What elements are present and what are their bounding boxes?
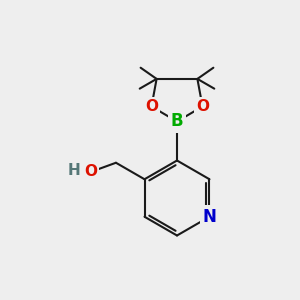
Text: N: N: [202, 208, 216, 226]
Text: O: O: [196, 99, 209, 114]
Text: O: O: [84, 164, 97, 179]
Text: H: H: [68, 163, 80, 178]
Text: B: B: [171, 112, 183, 130]
Text: O: O: [145, 99, 158, 114]
